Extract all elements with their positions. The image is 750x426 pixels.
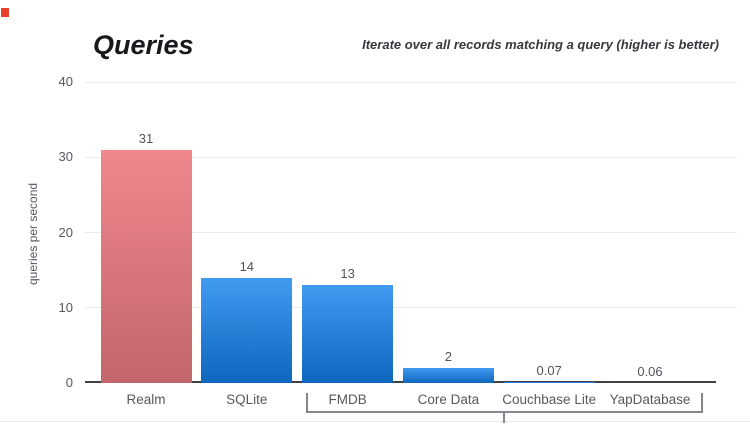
bar-value-realm: 31 — [138, 130, 154, 146]
bar-value-sqlite: 14 — [239, 258, 255, 274]
bar-core-data — [402, 367, 494, 383]
bar-value-couchbase-lite: 0.07 — [536, 363, 562, 379]
x-label-sqlite: SQLite — [226, 392, 268, 407]
x-label-core-data: Core Data — [417, 392, 480, 407]
gridline-y-10 — [85, 307, 737, 309]
x-label-couchbase-lite: Couchbase Lite — [502, 392, 597, 407]
gridline-y-20 — [85, 232, 737, 233]
x-axis-line — [85, 381, 716, 383]
y-tick-label-20: 20 — [58, 224, 73, 240]
y-tick-label-40: 40 — [58, 74, 73, 89]
y-tick-label-30: 30 — [58, 149, 73, 165]
y-tick-label-0: 0 — [65, 375, 73, 390]
y-tick-label-10: 10 — [58, 299, 73, 315]
bar-value-fmdb: 13 — [340, 266, 355, 282]
group-bracket-left-tick — [306, 393, 309, 413]
bar-couchbase-lite — [503, 382, 595, 383]
x-label-fmdb: FMDB — [328, 392, 367, 407]
bottom-separator-line — [0, 421, 750, 422]
bar-realm — [100, 149, 192, 383]
chart-subtitle: Iterate over all records matching a quer… — [362, 37, 719, 52]
group-bracket-right-tick — [700, 393, 703, 413]
group-bracket-center-tick — [503, 411, 506, 423]
x-label-yapdatabase: YapDatabase — [609, 392, 691, 407]
bar-fmdb — [302, 285, 394, 383]
bar-value-yapdatabase: 0.06 — [637, 363, 663, 379]
gridline-y-40 — [85, 81, 737, 83]
bar-sqlite — [201, 277, 293, 383]
bar-yapdatabase — [604, 382, 696, 383]
gridline-y-30 — [85, 156, 737, 158]
chart-title: Queries — [93, 30, 194, 60]
bar-value-core-data: 2 — [444, 348, 452, 364]
red-marker — [1, 8, 9, 17]
x-label-realm: Realm — [126, 392, 166, 407]
